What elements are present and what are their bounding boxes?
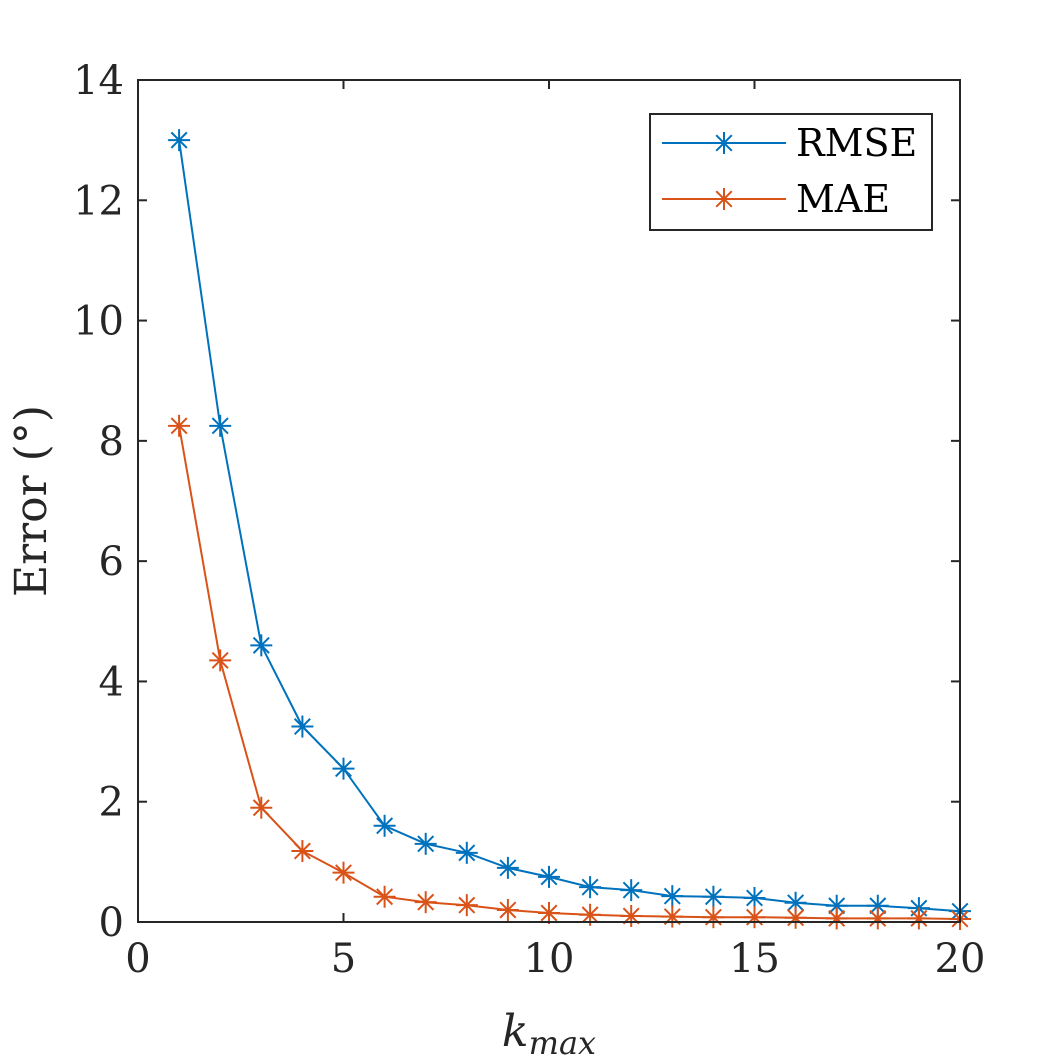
x-tick-label-15: 15	[729, 936, 780, 982]
series-rmse-point-3	[250, 634, 273, 657]
legend-entries: RMSE MAE	[662, 121, 917, 221]
ticks-layer: 0 5 10 15 20 0 2 4 6 8 10 12 14	[73, 58, 985, 982]
series-rmse-point-10-stroke-3	[540, 868, 558, 886]
series-mae-point-3-stroke-3	[252, 799, 270, 817]
series-mae-point-1-stroke-3	[170, 417, 188, 435]
series-mae-point-6	[373, 885, 396, 908]
legend-marker-rmse-stroke-3	[715, 134, 733, 152]
x-axis-title: kmax	[502, 1006, 596, 1062]
series-rmse-point-7-stroke-3	[417, 835, 435, 853]
x-tick-label-10: 10	[524, 936, 575, 982]
y-tick-label-0: 0	[99, 900, 124, 946]
series-rmse-point-6-stroke-3	[376, 817, 394, 835]
series-rmse-point-16-stroke-3	[787, 894, 805, 912]
series-rmse-point-10	[538, 865, 560, 888]
series-mae-point-17-stroke-3	[828, 909, 846, 927]
y-tick-label-8: 8	[99, 419, 124, 465]
series-rmse-point-15	[743, 886, 766, 909]
x-tick-label-5: 5	[331, 936, 356, 982]
series-mae-point-9-stroke-3	[499, 901, 517, 919]
series-rmse-point-8	[455, 841, 478, 864]
legend-marker-mae-stroke-3	[715, 190, 733, 208]
series-mae-point-10-stroke-3	[540, 904, 558, 922]
series-mae-point-15	[743, 906, 766, 929]
x-tick-label-0: 0	[125, 936, 150, 982]
legend-marker-mae	[713, 188, 735, 210]
y-tick-label-10: 10	[73, 299, 124, 345]
series-rmse-point-5-stroke-3	[335, 760, 352, 778]
series-mae-point-4-stroke-3	[293, 842, 311, 860]
series-mae-point-3	[250, 796, 273, 819]
series-rmse-point-6	[373, 814, 396, 837]
series-mae-point-16	[784, 906, 807, 929]
legend-marker-rmse	[713, 132, 735, 154]
series-rmse-point-9-stroke-3	[499, 859, 517, 877]
x-axis-title-subscript: max	[529, 1024, 596, 1062]
series-mae-point-2	[209, 649, 232, 672]
series-mae-point-10	[538, 901, 560, 924]
series-rmse-point-15-stroke-3	[746, 889, 763, 907]
series-rmse-point-3-stroke-3	[252, 636, 270, 654]
series-rmse-point-14-stroke-3	[704, 888, 722, 906]
series-rmse-point-14	[702, 885, 725, 908]
series-mae-point-14	[702, 906, 725, 929]
series-rmse-point-11-stroke-3	[581, 878, 599, 896]
series-mae	[168, 414, 971, 930]
y-tick-label-14: 14	[73, 58, 124, 104]
series-mae-point-18-stroke-3	[869, 909, 887, 927]
series-mae-point-19-stroke-3	[910, 909, 928, 927]
x-tick-label-20: 20	[935, 936, 986, 982]
plot-frame	[137, 79, 961, 923]
series-rmse-point-1-stroke-3	[170, 131, 188, 149]
series-mae-point-4	[291, 840, 314, 863]
series-rmse-point-4	[291, 715, 314, 738]
series-rmse-point-18	[866, 894, 889, 917]
series-mae-point-18	[866, 907, 889, 930]
series-rmse-point-8-stroke-3	[458, 844, 476, 862]
series-rmse-point-4-stroke-3	[293, 718, 311, 736]
y-tick-label-6: 6	[99, 539, 124, 585]
legend: RMSE MAE	[649, 113, 933, 231]
y-tick-label-4: 4	[99, 659, 124, 705]
series-rmse-point-9	[496, 856, 519, 879]
series-mae-point-8	[455, 894, 478, 917]
series-rmse-point-13	[661, 885, 684, 908]
series-rmse-point-1	[168, 129, 191, 152]
series-mae-point-2-stroke-3	[211, 651, 229, 669]
legend-entry-mae: MAE	[662, 177, 890, 221]
series-mae-point-1	[168, 414, 191, 437]
series-rmse-point-7	[414, 832, 437, 855]
series-rmse-point-17-stroke-3	[828, 897, 846, 915]
y-axis-title: Error (°)	[6, 405, 57, 597]
series-rmse-point-18-stroke-3	[869, 897, 887, 915]
series-mae-point-5-stroke-3	[335, 864, 352, 882]
y-tick-label-2: 2	[99, 780, 124, 826]
legend-box	[649, 113, 933, 231]
series-rmse-point-13-stroke-3	[663, 887, 681, 905]
series-rmse-point-2-stroke-3	[211, 417, 229, 435]
series-mae-point-9	[496, 898, 519, 921]
series-mae-point-11-stroke-3	[581, 906, 599, 924]
x-axis-title-main: k	[502, 1006, 529, 1057]
series-mae-point-6-stroke-3	[376, 888, 394, 906]
series-rmse-point-12	[620, 879, 643, 902]
series-mae-point-8-stroke-3	[458, 896, 476, 914]
series-mae-point-13	[661, 905, 684, 928]
y-tick-label-12: 12	[73, 178, 124, 224]
series-rmse-point-12-stroke-3	[622, 881, 640, 899]
series-mae-point-5	[332, 861, 355, 884]
series-mae-point-7	[414, 891, 437, 914]
series-mae-point-17	[825, 907, 848, 930]
legend-entry-rmse: RMSE	[662, 121, 917, 165]
series-mae-point-12	[620, 904, 643, 927]
series-mae-point-19	[907, 907, 930, 930]
legend-label-rmse: RMSE	[796, 121, 917, 165]
series-mae-point-7-stroke-3	[417, 893, 435, 911]
series-rmse-point-11	[579, 876, 602, 899]
series-rmse-point-2	[209, 414, 232, 437]
legend-label-mae: MAE	[796, 177, 890, 221]
series-rmse-point-5	[332, 757, 355, 780]
